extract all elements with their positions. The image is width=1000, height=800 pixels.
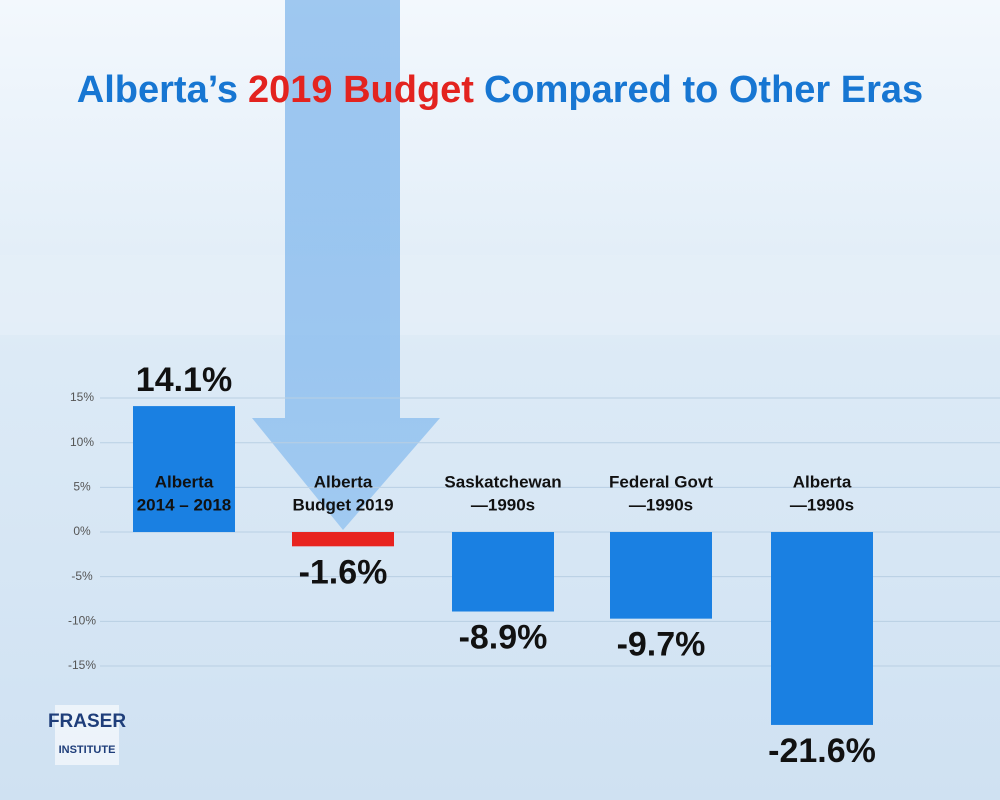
logo-subtext: INSTITUTE <box>59 744 116 756</box>
logo-box <box>55 705 119 765</box>
bar <box>610 532 712 619</box>
y-tick-label: -10% <box>68 614 96 628</box>
title-part: Compared to Other Eras <box>484 69 923 111</box>
title-part: Alberta’s <box>77 69 238 111</box>
bar <box>452 532 554 612</box>
value-label: 14.1% <box>136 361 232 399</box>
category-label: Federal Govt <box>609 472 713 491</box>
category-label: —1990s <box>790 495 854 514</box>
value-label: -1.6% <box>299 553 388 591</box>
category-label: —1990s <box>471 495 535 514</box>
y-tick-label: -15% <box>68 658 96 672</box>
category-label: 2014 – 2018 <box>137 495 232 514</box>
value-label: -21.6% <box>768 732 876 770</box>
category-label: —1990s <box>629 495 693 514</box>
chart-title: Alberta’s 2019 Budget Compared to Other Er… <box>77 69 923 111</box>
y-tick-label: -5% <box>71 569 93 583</box>
category-label: Alberta <box>793 472 852 491</box>
y-tick-label: 0% <box>73 524 91 538</box>
y-tick-label: 15% <box>70 390 94 404</box>
value-label: -8.9% <box>459 618 548 656</box>
bar <box>771 532 873 725</box>
category-label: Budget 2019 <box>292 495 393 514</box>
value-label: -9.7% <box>617 626 706 664</box>
title-part: 2019 Budget <box>248 69 474 111</box>
down-arrow <box>252 0 440 530</box>
logo-text: FRASER <box>48 711 126 732</box>
skyline-band <box>0 255 1000 335</box>
bar <box>133 406 235 533</box>
bar <box>292 532 394 547</box>
y-tick-label: 10% <box>70 435 94 449</box>
category-label: Alberta <box>155 472 214 491</box>
category-label: Saskatchewan <box>444 472 561 491</box>
y-tick-label: 5% <box>73 480 91 494</box>
category-label: Alberta <box>314 472 373 491</box>
